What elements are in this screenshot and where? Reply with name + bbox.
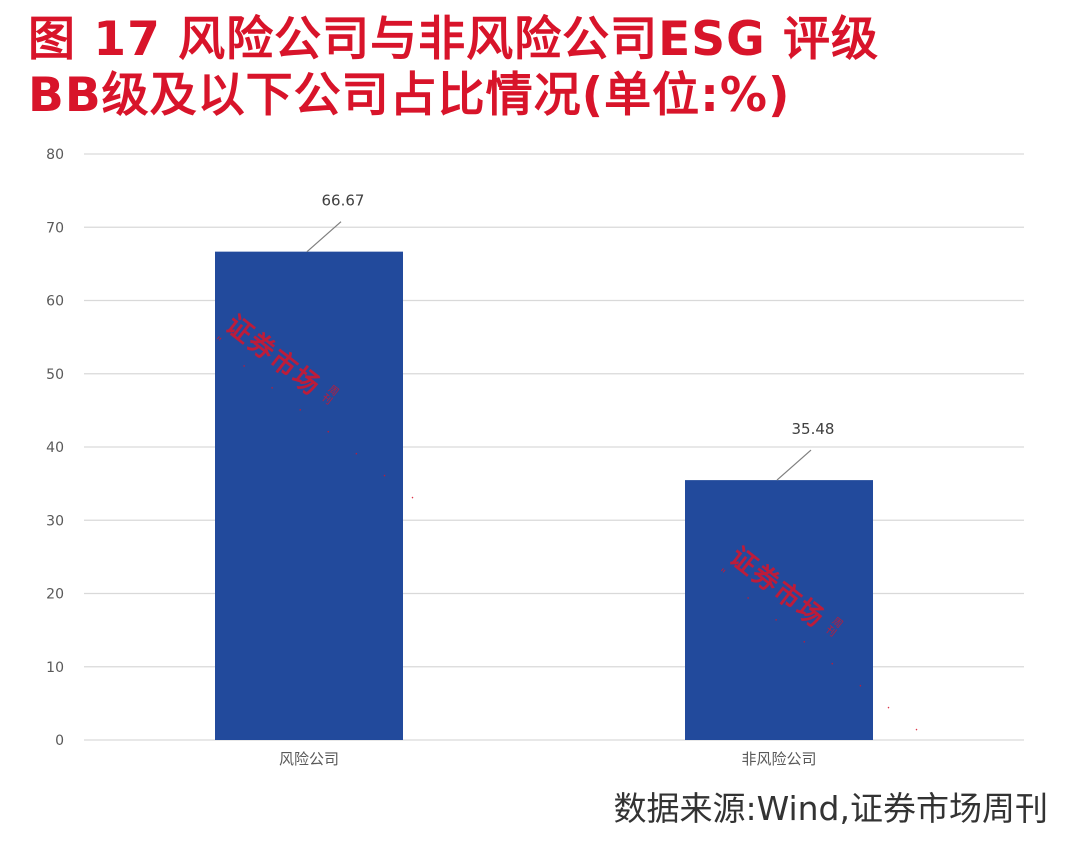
data-label: 66.67 [322,192,365,210]
y-tick-label: 40 [46,440,64,456]
y-tick-label: 20 [46,587,64,603]
y-tick-label: 80 [46,147,64,163]
y-tick-label: 60 [46,294,64,310]
chart-panel: 0 10 20 30 40 50 60 70 80 66.67 风险公司 35.48 非风险公司 [26,134,1054,780]
bar [685,480,873,740]
y-tick-label: 0 [55,733,64,749]
title-line-1: 图 17 风险公司与非风险公司ESG 评级 [28,12,880,67]
y-tick-label: 30 [46,513,64,529]
x-tick-label: 风险公司 [279,750,339,768]
data-label: 35.48 [792,420,835,438]
bar-chart: 0 10 20 30 40 50 60 70 80 66.67 风险公司 35.48 非风险公司 [46,147,1024,768]
x-tick-label: 非风险公司 [741,750,816,768]
y-tick-label: 10 [46,660,64,676]
chart-title: 图 17 风险公司与非风险公司ESG 评级 BB级及以下公司占比情况(单位:%) [28,12,1068,124]
y-tick-label: 50 [46,367,64,383]
title-line-2: BB级及以下公司占比情况(单位:%) [28,68,791,123]
data-label-leader [776,449,812,481]
y-tick-label: 70 [46,220,64,236]
source-note: 数据来源:Wind,证券市场周刊 [613,789,1048,828]
bar [215,251,403,740]
data-label-leader [306,221,342,253]
